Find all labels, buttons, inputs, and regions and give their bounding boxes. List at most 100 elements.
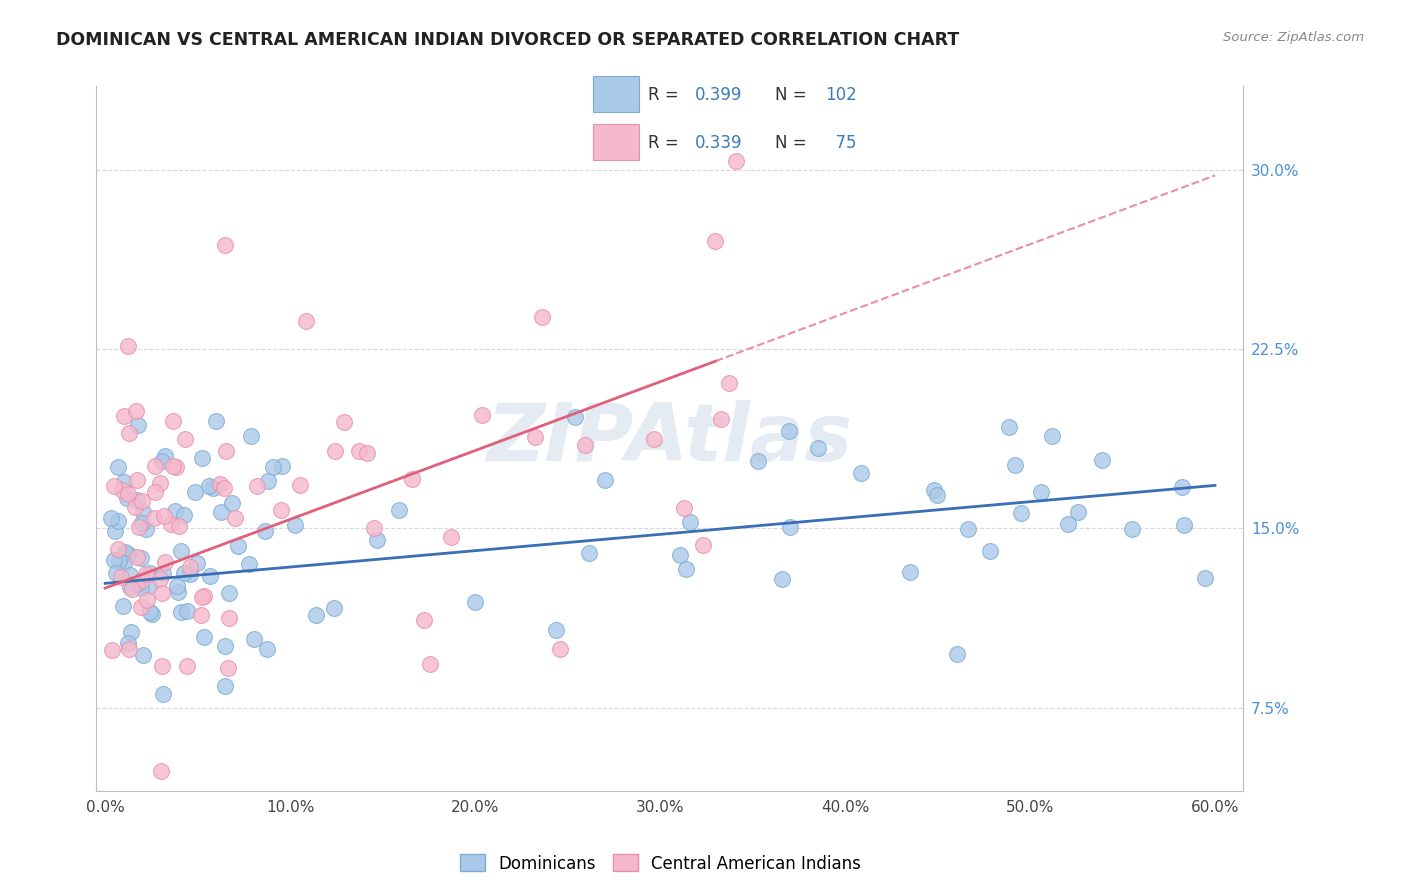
Point (243, 632, 266, 646)
Point (778, 424, 800, 438)
Point (898, 565, 921, 579)
Point (209, 477, 232, 491)
Point (1067, 505, 1090, 519)
Point (128, 520, 150, 534)
Text: DOMINICAN VS CENTRAL AMERICAN INDIAN DIVORCED OR SEPARATED CORRELATION CHART: DOMINICAN VS CENTRAL AMERICAN INDIAN DIV… (56, 31, 959, 49)
Point (218, 610, 240, 624)
Point (143, 484, 166, 499)
Point (288, 478, 311, 492)
FancyBboxPatch shape (593, 124, 640, 161)
Point (212, 481, 235, 495)
Point (1010, 506, 1032, 520)
Point (710, 411, 733, 425)
Point (100, 642, 122, 657)
Point (925, 488, 948, 502)
Point (262, 460, 284, 475)
Point (118, 425, 141, 440)
Point (129, 551, 152, 566)
Point (131, 516, 153, 530)
Point (118, 641, 141, 656)
Point (226, 539, 249, 553)
Point (150, 585, 173, 599)
Point (564, 410, 586, 425)
Point (643, 432, 665, 446)
Point (191, 451, 214, 466)
Point (153, 555, 176, 569)
Point (1004, 458, 1026, 472)
Point (170, 544, 193, 558)
Point (143, 511, 166, 525)
Point (979, 544, 1001, 558)
Point (221, 496, 243, 510)
Point (998, 420, 1021, 434)
Text: 102: 102 (825, 86, 856, 103)
Point (205, 414, 228, 428)
Text: N =: N = (775, 134, 807, 152)
Point (190, 607, 212, 622)
Point (121, 582, 143, 596)
Point (150, 454, 173, 468)
Point (419, 657, 441, 671)
Point (120, 625, 142, 640)
Point (165, 459, 187, 474)
Point (107, 553, 129, 567)
Point (679, 515, 702, 529)
Point (120, 580, 142, 594)
Point (153, 509, 176, 524)
Point (193, 590, 215, 604)
Point (366, 533, 388, 547)
Point (779, 520, 801, 534)
Point (724, 153, 747, 168)
Point (717, 376, 740, 391)
Point (167, 584, 190, 599)
Point (176, 658, 198, 673)
Point (1040, 428, 1063, 442)
Point (115, 491, 138, 506)
Point (531, 310, 554, 324)
Point (173, 508, 195, 522)
Point (170, 605, 193, 619)
Point (464, 594, 486, 608)
Point (103, 479, 125, 493)
Text: R =: R = (648, 86, 685, 103)
Point (957, 522, 980, 536)
Point (217, 661, 239, 675)
Point (149, 572, 172, 586)
Point (138, 579, 160, 593)
Point (139, 606, 162, 620)
Point (125, 404, 148, 418)
Point (100, 510, 122, 524)
Point (256, 641, 278, 656)
Point (127, 417, 149, 432)
Point (1091, 452, 1114, 467)
Point (152, 566, 174, 581)
Point (132, 648, 155, 662)
Point (135, 567, 157, 582)
Point (141, 607, 163, 621)
Point (117, 487, 139, 501)
Point (578, 546, 600, 560)
Point (131, 582, 153, 596)
Point (127, 577, 149, 591)
Point (131, 494, 153, 508)
Point (117, 636, 139, 650)
Point (1121, 522, 1143, 536)
Point (295, 314, 318, 328)
Text: N =: N = (775, 86, 807, 103)
Point (363, 521, 385, 535)
Point (548, 642, 571, 657)
Point (104, 524, 127, 538)
Point (107, 514, 129, 528)
Point (107, 460, 129, 475)
Point (150, 764, 173, 779)
Point (1029, 485, 1052, 500)
Point (209, 505, 232, 519)
Point (111, 599, 134, 613)
Point (239, 429, 262, 443)
Legend: Dominicans, Central American Indians: Dominicans, Central American Indians (454, 847, 868, 880)
Point (214, 679, 236, 693)
Point (440, 530, 463, 544)
Point (214, 639, 236, 653)
Point (131, 573, 153, 587)
Point (112, 409, 135, 423)
